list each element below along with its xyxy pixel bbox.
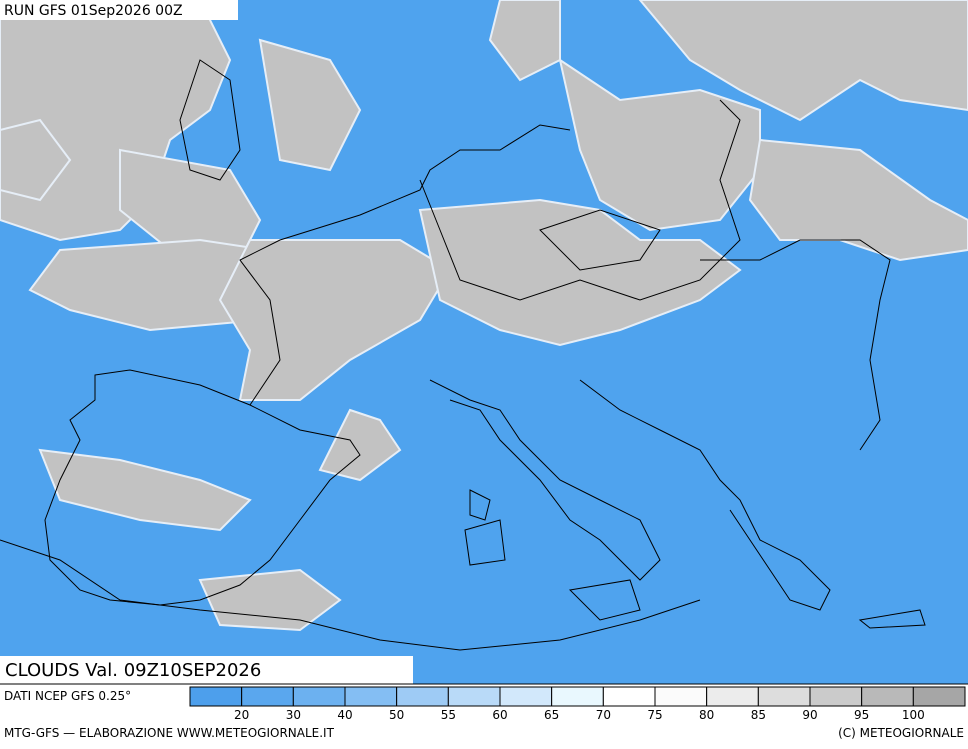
legend-swatch <box>344 686 398 707</box>
legend-swatch <box>861 686 914 707</box>
legend-swatch <box>499 686 553 707</box>
legend-swatch <box>809 686 863 707</box>
legend-swatch <box>551 686 604 707</box>
run-box <box>0 0 238 20</box>
legend-swatch <box>757 686 811 707</box>
coastlines <box>0 59 926 651</box>
legend-label: 40 <box>337 708 352 722</box>
color-legend: 20 30 40 50 55 60 65 70 75 80 85 90 95 100 <box>189 686 966 722</box>
legend-label: 70 <box>596 708 611 722</box>
legend-swatch <box>706 686 759 707</box>
legend-label: 65 <box>544 708 559 722</box>
legend-swatch <box>396 686 449 707</box>
credit-label: MTG-GFS — ELABORAZIONE WWW.METEOGIORNALE… <box>4 726 335 740</box>
legend-swatch <box>292 686 346 707</box>
legend-label: 30 <box>286 708 301 722</box>
legend-label: 55 <box>441 708 456 722</box>
title-box <box>0 656 413 684</box>
legend-label: 85 <box>751 708 766 722</box>
legend-label: 20 <box>234 708 249 722</box>
legend-swatch <box>189 686 243 707</box>
map-title: CLOUDS Val. 09Z10SEP2026 <box>5 660 261 681</box>
legend-label: 60 <box>492 708 507 722</box>
legend-label: 50 <box>389 708 404 722</box>
legend-swatch <box>654 686 708 707</box>
legend-swatch <box>241 686 294 707</box>
legend-swatch <box>912 686 966 707</box>
legend-label: 95 <box>854 708 869 722</box>
legend-swatch <box>602 686 656 707</box>
legend-swatch <box>447 686 501 707</box>
run-label: RUN GFS 01Sep2026 00Z <box>4 3 183 19</box>
legend-label: 75 <box>647 708 662 722</box>
legend-label: 100 <box>902 708 925 722</box>
copyright-label: (C) METEOGIORNALE <box>838 726 964 740</box>
source-label: DATI NCEP GFS 0.25° <box>4 689 131 703</box>
legend-label: 80 <box>699 708 714 722</box>
cloud-cover <box>0 0 968 632</box>
legend-label: 90 <box>802 708 817 722</box>
